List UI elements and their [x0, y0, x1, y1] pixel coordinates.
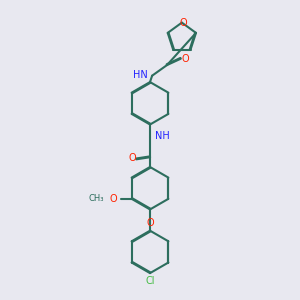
Text: O: O [128, 154, 136, 164]
Text: CH₃: CH₃ [88, 194, 104, 203]
Text: Cl: Cl [145, 276, 155, 286]
Text: O: O [181, 54, 189, 64]
Text: O: O [146, 218, 154, 228]
Text: O: O [110, 194, 117, 204]
Text: O: O [179, 18, 187, 28]
Text: NH: NH [155, 131, 170, 141]
Text: HN: HN [133, 70, 148, 80]
